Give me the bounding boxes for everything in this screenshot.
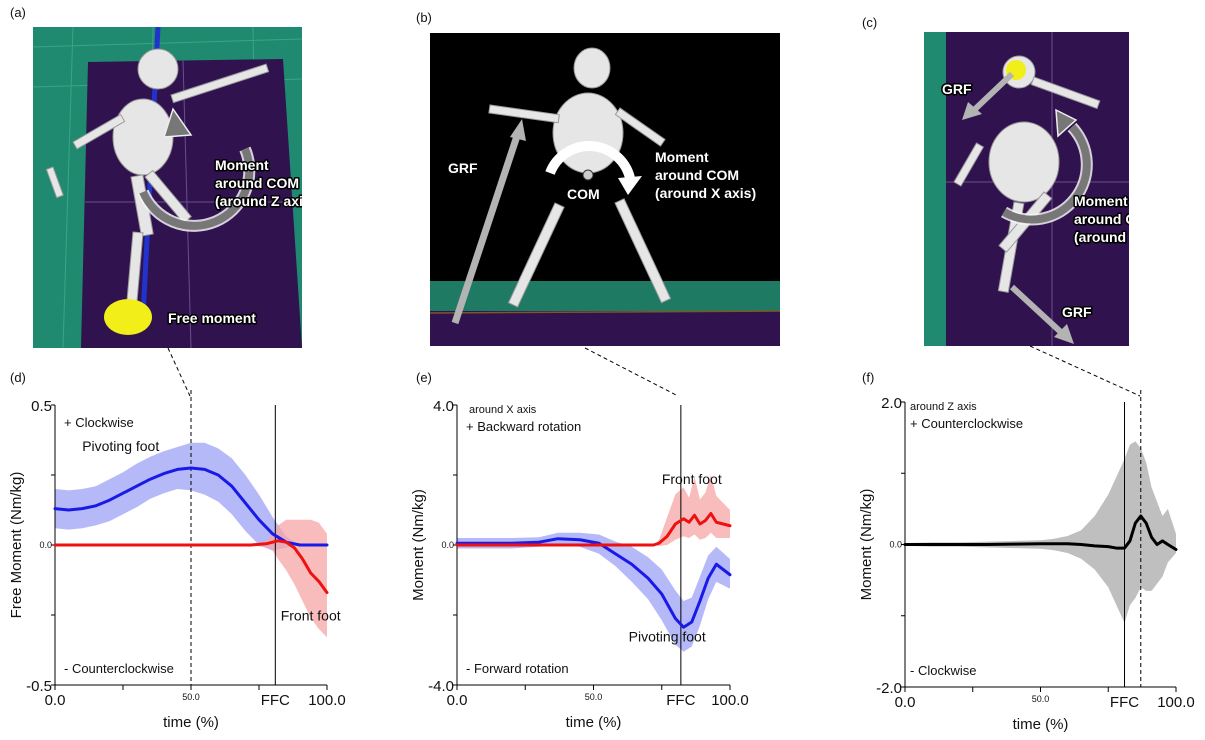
series-label: Front foot — [281, 608, 341, 624]
y-tick-label: 2.0 — [881, 395, 902, 412]
band-d-0 — [55, 442, 327, 551]
moment-text-a-3: (around Z axis) — [215, 193, 302, 209]
x-axis-label: time (%) — [566, 714, 622, 731]
moment-text-c-3: (around Z axis) — [1074, 229, 1129, 245]
x-tick-label: 0.0 — [895, 694, 916, 711]
x-tick-label: 50.0 — [585, 692, 603, 702]
moment-text-b-3: (around X axis) — [655, 185, 756, 201]
series-label: Pivoting foot — [82, 438, 159, 454]
x-tick-label: 100.0 — [308, 692, 346, 709]
y-tick-label: 0.0 — [441, 540, 454, 550]
moment-text-a-1: Moment — [215, 157, 269, 173]
panel-label-c: (c) — [862, 15, 878, 30]
free-moment-text: Free moment — [168, 310, 256, 326]
panel-label-e: (e) — [416, 370, 432, 385]
x-tick-label: 50.0 — [1032, 694, 1050, 704]
series-label: Pivoting foot — [629, 628, 706, 644]
ffc-label: FFC — [1110, 694, 1139, 711]
skeleton-photo-a: Moment around COM (around Z axis) Free m… — [33, 27, 302, 348]
moment-text-a-2: around COM — [215, 175, 299, 191]
series-line-d-0 — [53, 466, 329, 547]
direction-annotation-bottom: - Counterclockwise — [64, 661, 174, 676]
x-tick-label: 50.0 — [182, 692, 200, 702]
ffc-label: FFC — [666, 692, 695, 709]
y-tick-label: -0.5 — [26, 678, 52, 695]
direction-annotation-top: + Backward rotation — [466, 419, 581, 434]
y-tick-label: 4.0 — [433, 398, 454, 415]
x-tick-label: 100.0 — [1157, 694, 1195, 711]
direction-annotation-bottom: - Forward rotation — [466, 661, 569, 676]
band-d-1 — [55, 519, 327, 638]
y-tick-label: -4.0 — [428, 678, 454, 695]
panel-label-f: (f) — [862, 370, 875, 385]
panel-label-b: (b) — [416, 10, 432, 25]
axis-annotation: around X axis — [469, 404, 537, 416]
skeleton-photo-c: GRF GRF Moment around COM (around Z axis… — [924, 32, 1129, 346]
moment-text-c-2: around COM — [1074, 211, 1129, 227]
x-axis-label: time (%) — [1013, 716, 1069, 733]
y-axis-label: Moment (Nm/kg) — [410, 489, 427, 601]
x-tick-label: 0.0 — [447, 692, 468, 709]
band-f-0 — [905, 441, 1176, 623]
moment-text-c-1: Moment — [1074, 193, 1128, 209]
axis-annotation: around Z axis — [910, 401, 977, 413]
series-label: Front foot — [662, 471, 722, 487]
chart-f: 2.0 0.0 -2.0 0.0 50.0 100.0 FFC time (%) Moment … — [802, 390, 1205, 740]
moment-text-b-1: Moment — [655, 149, 709, 165]
y-tick-label: -2.0 — [876, 680, 902, 697]
y-axis-label: Moment (Nm/kg) — [858, 489, 875, 601]
moment-text-b-2: around COM — [655, 167, 739, 183]
grf-text-b: GRF — [448, 160, 478, 176]
grf-text-c-top: GRF — [942, 81, 972, 97]
grf-text-c-bottom: GRF — [1062, 304, 1092, 320]
x-tick-label: 0.0 — [45, 692, 66, 709]
skeleton-photo-b: GRF COM Moment around COM (around X axis… — [430, 33, 780, 346]
series-line-e-0 — [455, 537, 732, 629]
x-axis-label: time (%) — [163, 714, 219, 731]
x-tick-label: 100.0 — [711, 692, 749, 709]
series-line-d-1 — [53, 539, 329, 595]
y-axis-label: Free Moment (Nm/kg) — [8, 472, 25, 619]
chart-d: 0.5 0.0 -0.5 0.0 50.0 100.0 FFC time (%) Free Mo… — [0, 390, 402, 740]
ffc-label: FFC — [261, 692, 290, 709]
direction-annotation-top: + Counterclockwise — [910, 416, 1023, 431]
direction-annotation-top: + Clockwise — [64, 415, 134, 430]
panel-label-d: (d) — [10, 370, 26, 385]
series-line-e-1 — [455, 512, 732, 547]
y-tick-label: 0.5 — [31, 398, 52, 415]
series-line-f-0 — [903, 514, 1178, 551]
y-tick-label: 0.0 — [39, 540, 52, 550]
band-e-1 — [457, 475, 730, 547]
direction-annotation-bottom: - Clockwise — [910, 663, 976, 678]
panel-label-a: (a) — [10, 5, 26, 20]
com-text-b: COM — [567, 186, 600, 202]
chart-e: 4.0 0.0 -4.0 0.0 50.0 100.0 FFC time (%) Moment … — [402, 390, 802, 740]
y-tick-label: 0.0 — [889, 540, 902, 550]
